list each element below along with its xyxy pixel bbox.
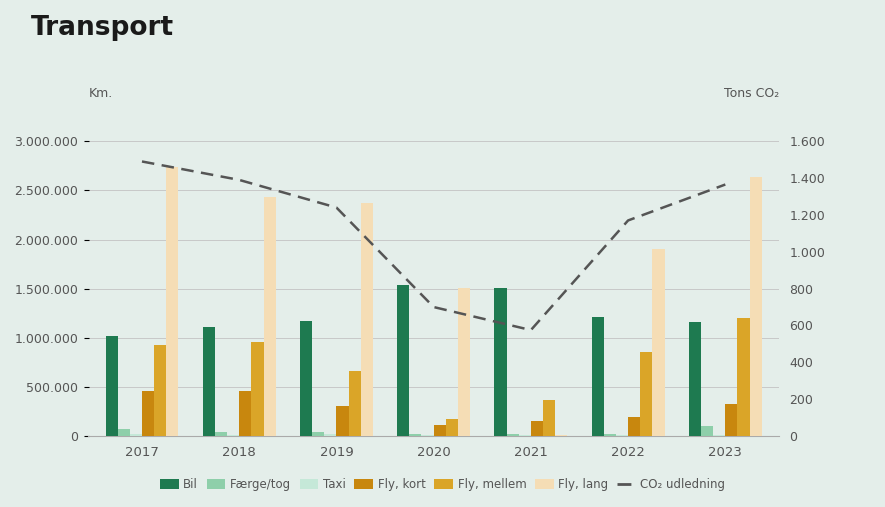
- Bar: [750, 176, 762, 436]
- Bar: [154, 345, 166, 436]
- Bar: [324, 434, 336, 436]
- Bar: [616, 434, 628, 436]
- Text: Transport: Transport: [31, 15, 174, 41]
- Bar: [215, 431, 227, 436]
- Bar: [713, 434, 726, 436]
- Text: Km.: Km.: [88, 87, 112, 100]
- Bar: [640, 351, 652, 436]
- Bar: [361, 203, 373, 436]
- Bar: [105, 336, 118, 436]
- Bar: [397, 285, 410, 436]
- Bar: [506, 433, 519, 436]
- Bar: [227, 434, 239, 436]
- Bar: [434, 425, 446, 436]
- Bar: [604, 433, 616, 436]
- Bar: [458, 287, 470, 436]
- Bar: [410, 433, 421, 436]
- Bar: [495, 287, 506, 436]
- Bar: [118, 429, 130, 436]
- Bar: [130, 433, 142, 436]
- Bar: [519, 435, 531, 436]
- Bar: [203, 327, 215, 436]
- Bar: [531, 421, 543, 436]
- Bar: [336, 406, 349, 436]
- Bar: [312, 431, 324, 436]
- Bar: [239, 391, 251, 436]
- Bar: [737, 318, 750, 436]
- Bar: [446, 419, 458, 436]
- Bar: [689, 321, 701, 436]
- Bar: [264, 197, 275, 436]
- Bar: [555, 435, 567, 436]
- Bar: [652, 249, 665, 436]
- Bar: [300, 321, 312, 436]
- Bar: [142, 391, 154, 436]
- Bar: [421, 434, 434, 436]
- Bar: [592, 317, 604, 436]
- Bar: [726, 404, 737, 436]
- Bar: [701, 426, 713, 436]
- Bar: [543, 400, 555, 436]
- Bar: [166, 167, 179, 436]
- Text: Tons CO₂: Tons CO₂: [724, 87, 779, 100]
- Bar: [251, 342, 264, 436]
- Bar: [628, 417, 640, 436]
- Legend: Bil, Færge/tog, Taxi, Fly, kort, Fly, mellem, Fly, lang, CO₂ udledning: Bil, Færge/tog, Taxi, Fly, kort, Fly, me…: [155, 474, 730, 496]
- Bar: [349, 371, 361, 436]
